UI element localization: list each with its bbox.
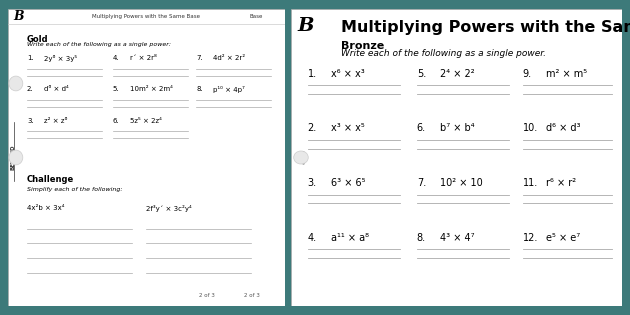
Text: 6.: 6. xyxy=(417,123,426,134)
Text: 10.: 10. xyxy=(523,123,538,134)
Text: B: B xyxy=(298,17,314,35)
Text: 2f³y´ × 3c²y⁴: 2f³y´ × 3c²y⁴ xyxy=(146,205,192,212)
Text: e⁵ × e⁷: e⁵ × e⁷ xyxy=(546,233,580,243)
Text: 2 of 3: 2 of 3 xyxy=(199,293,215,298)
Text: d⁶ × d³: d⁶ × d³ xyxy=(546,123,580,134)
Text: d⁶ × d⁴: d⁶ × d⁴ xyxy=(43,86,68,92)
Text: 11.: 11. xyxy=(523,178,538,188)
Text: 4.: 4. xyxy=(307,233,317,243)
Text: Base: Base xyxy=(249,14,263,19)
Text: 1.: 1. xyxy=(27,55,34,61)
Text: r´ × 2r⁸: r´ × 2r⁸ xyxy=(130,55,156,61)
Text: BEYOND: BEYOND xyxy=(10,145,15,170)
Text: 9.: 9. xyxy=(523,69,532,79)
Text: 5z⁵ × 2z⁴: 5z⁵ × 2z⁴ xyxy=(130,117,161,123)
Text: Gold: Gold xyxy=(27,35,49,43)
Text: B: B xyxy=(13,10,24,23)
Text: z² × z⁶: z² × z⁶ xyxy=(43,117,67,123)
Text: 5.: 5. xyxy=(113,86,120,92)
Text: Bronze: Bronze xyxy=(341,41,384,50)
Text: 5.: 5. xyxy=(417,69,426,79)
Text: 10² × 10: 10² × 10 xyxy=(440,178,483,188)
FancyBboxPatch shape xyxy=(8,9,285,306)
Text: 8.: 8. xyxy=(196,86,203,92)
Text: Multiplying Powers with the Same Base: Multiplying Powers with the Same Base xyxy=(92,14,200,19)
Text: 12.: 12. xyxy=(523,233,538,243)
Text: b⁷ × b⁴: b⁷ × b⁴ xyxy=(440,123,474,134)
Text: 2⁴ × 2²: 2⁴ × 2² xyxy=(440,69,474,79)
Text: 3.: 3. xyxy=(27,117,34,123)
Text: 4x²b × 3x⁴: 4x²b × 3x⁴ xyxy=(27,205,64,211)
Text: 4d² × 2r²: 4d² × 2r² xyxy=(213,55,245,61)
Text: 1.: 1. xyxy=(307,69,317,79)
Text: Write each of the following as a single power:: Write each of the following as a single … xyxy=(27,42,171,47)
Text: x³ × x⁵: x³ × x⁵ xyxy=(331,123,365,134)
Text: Simplify each of the following:: Simplify each of the following: xyxy=(27,187,122,192)
Text: 4.: 4. xyxy=(113,55,120,61)
Text: a¹¹ × a⁸: a¹¹ × a⁸ xyxy=(331,233,369,243)
Text: m² × m⁵: m² × m⁵ xyxy=(546,69,587,79)
Text: x⁶ × x³: x⁶ × x³ xyxy=(331,69,365,79)
Text: 6³ × 6⁵: 6³ × 6⁵ xyxy=(331,178,365,188)
FancyBboxPatch shape xyxy=(291,9,622,306)
Text: 2y⁶ × 3y⁵: 2y⁶ × 3y⁵ xyxy=(43,55,77,62)
Circle shape xyxy=(294,151,308,164)
Text: 2.: 2. xyxy=(27,86,33,92)
Text: 3.: 3. xyxy=(307,178,317,188)
Text: 4³ × 4⁷: 4³ × 4⁷ xyxy=(440,233,474,243)
Text: r⁶ × r²: r⁶ × r² xyxy=(546,178,576,188)
Text: p¹⁰ × 4p⁷: p¹⁰ × 4p⁷ xyxy=(213,86,244,94)
Text: 2 of 3: 2 of 3 xyxy=(244,293,260,298)
Text: 10m² × 2m⁴: 10m² × 2m⁴ xyxy=(130,86,173,92)
Circle shape xyxy=(9,76,23,91)
Text: 7.: 7. xyxy=(196,55,203,61)
Text: 8.: 8. xyxy=(417,233,426,243)
Text: 7.: 7. xyxy=(417,178,426,188)
Text: 6.: 6. xyxy=(113,117,120,123)
Text: Write each of the following as a single power.: Write each of the following as a single … xyxy=(341,49,546,58)
Circle shape xyxy=(9,150,23,165)
Text: Multiplying Powers with the Same Base: Multiplying Powers with the Same Base xyxy=(341,20,630,35)
Text: 2.: 2. xyxy=(307,123,317,134)
Text: Challenge: Challenge xyxy=(27,175,74,184)
